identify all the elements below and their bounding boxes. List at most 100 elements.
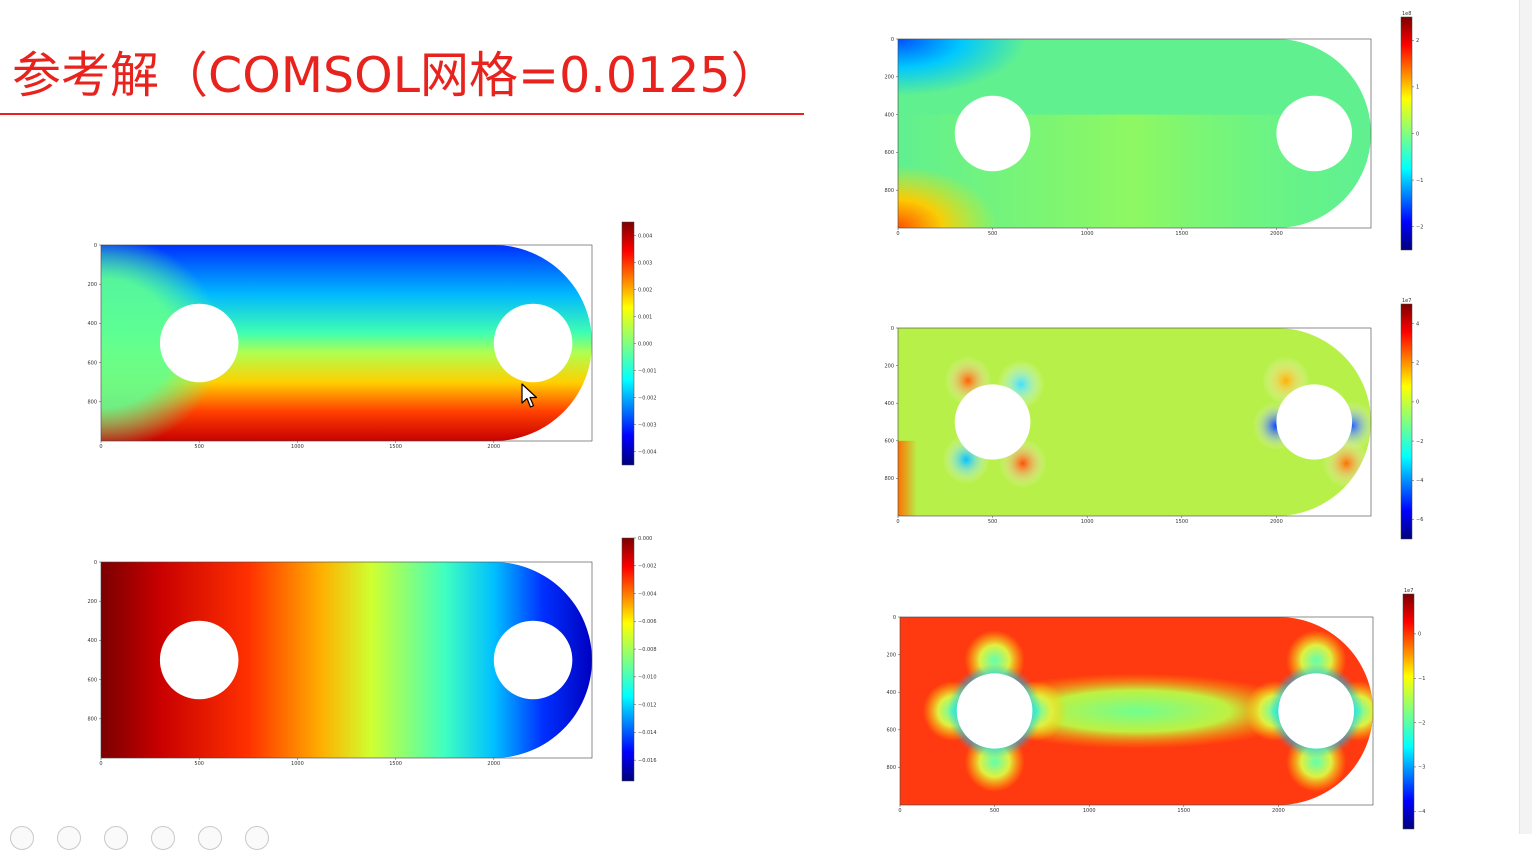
presentation-toolbar (0, 820, 300, 850)
y-tick-label: 800 (87, 717, 97, 723)
colorbar-tick-label: 0.001 (638, 314, 652, 320)
colorbar-tick-label: −0.016 (638, 758, 657, 764)
colorbar-tick-label: −0.010 (638, 675, 657, 681)
hole-1 (954, 384, 1031, 460)
hole-1 (956, 673, 1033, 749)
x-tick-label: 500 (988, 519, 998, 525)
colorbar-tick-label: −2 (1418, 720, 1425, 726)
window-edge (1519, 0, 1532, 834)
colorbar-tick-label: −3 (1418, 765, 1425, 771)
colorbar-tick-label: 0.000 (638, 341, 652, 347)
x-tick-label: 2000 (1270, 231, 1283, 237)
x-tick-label: 500 (990, 808, 1000, 814)
y-tick-label: 200 (886, 652, 896, 658)
y-tick-label: 600 (87, 360, 97, 366)
x-tick-label: 1500 (389, 761, 402, 767)
colorbar-tick-label: 0.002 (638, 287, 652, 293)
x-tick-label: 2000 (1270, 519, 1283, 525)
colorbar-tick-label: −1 (1418, 676, 1425, 682)
colorbar-tick-label: 2 (1416, 38, 1419, 44)
axes-frame (100, 561, 593, 759)
colorbar-tick-label: −0.008 (638, 647, 657, 653)
x-tick-label: 1500 (1175, 231, 1188, 237)
y-tick-label: 0 (893, 615, 896, 621)
x-tick-label: 1000 (1081, 231, 1094, 237)
x-tick-label: 1500 (1175, 519, 1188, 525)
zoom-icon[interactable] (198, 826, 222, 850)
x-tick-label: 2000 (487, 444, 500, 450)
hole-2 (493, 620, 573, 700)
heatmap-field (898, 328, 1372, 516)
y-tick-label: 400 (87, 638, 97, 644)
colorbar-exponent: 1e8 (1402, 11, 1411, 17)
x-tick-label: 1000 (291, 761, 304, 767)
y-tick-label: 0 (891, 326, 894, 332)
y-tick-label: 800 (884, 476, 894, 482)
y-tick-label: 600 (886, 728, 896, 734)
colorbar-tick-label: −4 (1416, 478, 1423, 484)
x-tick-label: 1500 (1177, 808, 1190, 814)
y-tick-label: 600 (884, 439, 894, 445)
hole-2 (493, 303, 573, 383)
x-tick-label: 1500 (389, 444, 402, 450)
colorbar-tick-label: 0.000 (638, 536, 652, 542)
colorbar-exponent: 1e7 (1404, 588, 1413, 594)
pen-icon[interactable] (104, 826, 128, 850)
colorbar-tick-label: 4 (1416, 321, 1419, 327)
colorbar-tick-label: −0.002 (638, 395, 657, 401)
colorbar-exponent: 1e7 (1402, 298, 1411, 304)
colorbar-tick-label: −0.012 (638, 702, 657, 708)
y-tick-label: 0 (94, 243, 97, 249)
y-tick-label: 400 (884, 112, 894, 118)
x-tick-label: 0 (99, 444, 102, 450)
heatmap-field (900, 617, 1374, 805)
x-tick-label: 500 (988, 231, 998, 237)
colorbar-tick-label: −0.014 (638, 730, 657, 736)
colorbar-tick-label: −0.004 (638, 449, 657, 455)
colorbar-tick-label: −0.001 (638, 368, 657, 374)
hole-1 (159, 620, 239, 700)
hole-1 (159, 303, 239, 383)
hole-2 (1276, 95, 1353, 172)
colorbar-tick-label: −1 (1416, 178, 1423, 184)
y-tick-label: 800 (884, 188, 894, 194)
y-tick-label: 600 (87, 677, 97, 683)
y-tick-label: 0 (94, 560, 97, 566)
y-tick-label: 200 (87, 599, 97, 605)
colorbar (1400, 303, 1413, 540)
back-arrow-icon[interactable] (10, 826, 34, 850)
title-underline (0, 113, 804, 115)
y-tick-label: 400 (87, 321, 97, 327)
x-tick-label: 0 (99, 761, 102, 767)
heatmap-field (101, 562, 592, 758)
colorbar-tick-label: 0.004 (638, 233, 652, 239)
x-tick-label: 2000 (487, 761, 500, 767)
colorbar (621, 537, 635, 782)
colorbar-tick-label: −6 (1416, 517, 1423, 523)
hole-2 (1276, 384, 1353, 460)
x-tick-label: 1000 (1081, 519, 1094, 525)
slides-grid-icon[interactable] (151, 826, 175, 850)
y-tick-label: 600 (884, 150, 894, 156)
colorbar-tick-label: 1 (1416, 85, 1419, 91)
colorbar-tick-label: −2 (1416, 225, 1423, 231)
hole-1 (954, 95, 1031, 172)
colorbar-tick-label: 2 (1416, 361, 1419, 367)
y-tick-label: 200 (884, 75, 894, 81)
colorbar-tick-label: 0 (1416, 131, 1419, 137)
hole-2 (1278, 673, 1355, 749)
colorbar-tick-label: 0 (1416, 400, 1419, 406)
x-tick-label: 0 (898, 808, 901, 814)
y-tick-label: 400 (886, 690, 896, 696)
y-tick-label: 800 (886, 765, 896, 771)
axes-frame (100, 244, 593, 442)
x-tick-label: 2000 (1272, 808, 1285, 814)
slide-title: 参考解（COMSOL网格=0.0125） (12, 47, 780, 104)
y-tick-label: 200 (87, 282, 97, 288)
forward-arrow-icon[interactable] (57, 826, 81, 850)
colorbar (1402, 593, 1415, 830)
more-options-icon[interactable] (245, 826, 269, 850)
